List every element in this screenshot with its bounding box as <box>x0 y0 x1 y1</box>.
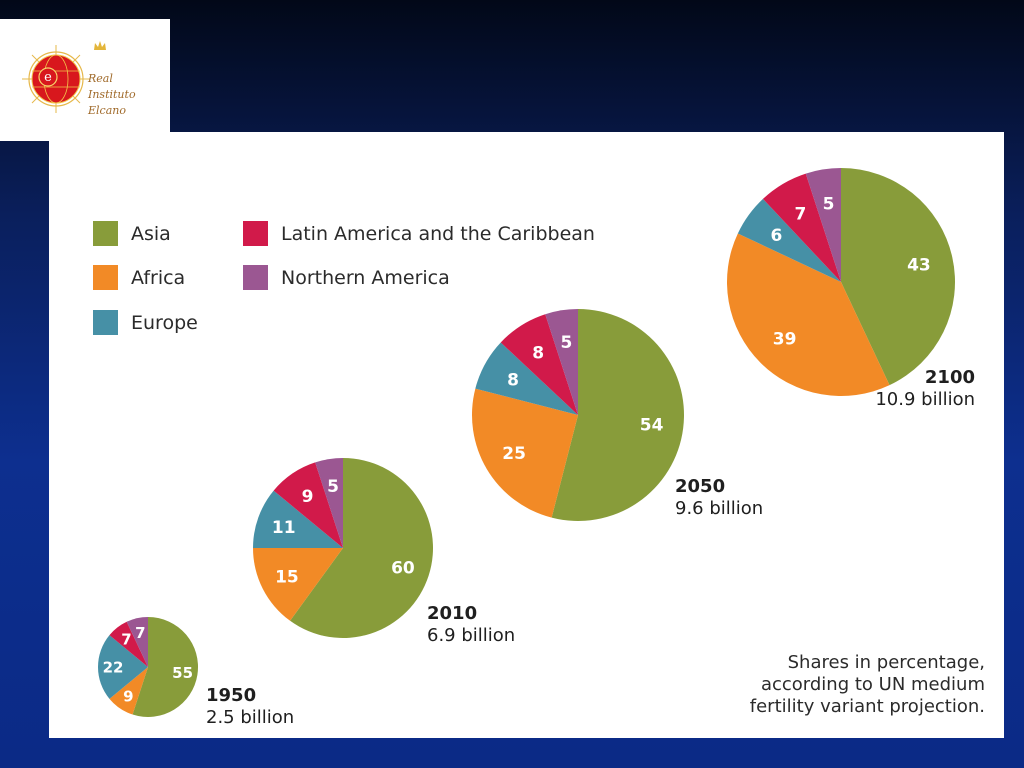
slice-2050-northern-america <box>545 309 578 415</box>
pie-total-2100: 10.9 billion <box>875 389 975 410</box>
pie-total-1950: 2.5 billion <box>206 707 294 728</box>
slice-label-2050-latin-america-and-the-caribbean: 8 <box>532 344 544 364</box>
slice-label-1950-northern-america: 7 <box>135 624 145 642</box>
slice-label-2100-latin-america-and-the-caribbean: 7 <box>794 204 806 224</box>
slice-2010-europe <box>253 490 343 548</box>
legend-swatch <box>93 310 118 335</box>
slice-label-2010-asia: 60 <box>391 559 415 579</box>
legend-item-latin-america-and-the-caribbean: Latin America and the Caribbean <box>243 221 595 246</box>
slice-1950-northern-america <box>126 617 148 667</box>
logo-line-3: Elcano <box>88 104 126 117</box>
pie-charts: Asia Africa Europe Latin America and the Ca… <box>93 168 985 728</box>
slice-1950-europe <box>97 635 148 699</box>
slice-1950-asia <box>132 617 199 717</box>
legend-swatch <box>93 265 118 290</box>
legend-swatch <box>93 221 118 246</box>
slice-label-2010-europe: 11 <box>272 518 296 538</box>
logo: e Real Instituto Elcano <box>0 19 170 141</box>
slice-2010-northern-america <box>315 458 343 548</box>
note-line: Shares in percentage, <box>788 652 985 673</box>
slice-label-2100-asia: 43 <box>907 256 931 276</box>
slice-2050-asia <box>551 309 685 521</box>
slice-label-2050-europe: 8 <box>507 370 519 390</box>
slice-2100-europe <box>737 198 841 282</box>
pie-year-2050: 2050 <box>675 476 725 497</box>
slice-2100-africa <box>726 233 890 397</box>
pie-total-2010: 6.9 billion <box>427 625 515 646</box>
legend-swatch <box>243 221 268 246</box>
slice-label-2050-africa: 25 <box>502 444 526 464</box>
slice-label-2010-africa: 15 <box>275 568 299 588</box>
slice-2010-asia <box>290 457 434 638</box>
crown-icon <box>94 41 106 50</box>
slice-2100-northern-america <box>805 168 841 282</box>
logo-letter: e <box>44 70 52 85</box>
slice-label-2050-asia: 54 <box>640 415 664 435</box>
slice-label-1950-asia: 55 <box>172 664 193 682</box>
slice-label-2100-africa: 39 <box>773 330 797 350</box>
legend-item-europe: Europe <box>93 310 198 335</box>
pie-total-2050: 9.6 billion <box>675 498 763 519</box>
logo-line-1: Real <box>88 72 113 85</box>
slice-2050-europe <box>475 342 578 415</box>
chart-panel: Asia Africa Europe Latin America and the Ca… <box>49 132 1004 738</box>
legend-label: Europe <box>131 312 198 334</box>
slice-2050-latin-america-and-the-caribbean <box>500 314 578 415</box>
slice-label-1950-africa: 9 <box>123 687 133 705</box>
slice-label-2100-northern-america: 5 <box>823 194 835 214</box>
slice-label-1950-europe: 22 <box>103 658 124 676</box>
slice-2100-latin-america-and-the-caribbean <box>762 173 841 282</box>
slice-label-2050-northern-america: 5 <box>560 333 572 353</box>
pie-year-2100: 2100 <box>925 367 975 388</box>
chart-note: Shares in percentage,according to UN med… <box>750 652 985 717</box>
pie-year-1950: 1950 <box>206 685 256 706</box>
legend-label: Latin America and the Caribbean <box>281 223 595 245</box>
slice-1950-latin-america-and-the-caribbean <box>109 621 148 667</box>
legend-label: Northern America <box>281 267 450 289</box>
note-line: according to UN medium <box>761 674 985 695</box>
logo-text: Real Instituto Elcano <box>88 71 168 119</box>
slice-1950-africa <box>109 667 148 715</box>
slice-2010-latin-america-and-the-caribbean <box>273 462 343 548</box>
legend-label: Africa <box>131 267 185 289</box>
legend-item-northern-america: Northern America <box>243 265 450 290</box>
logo-line-2: Instituto <box>88 88 136 101</box>
slice-2100-asia <box>841 168 956 386</box>
legend-item-africa: Africa <box>93 265 185 290</box>
legend-swatch <box>243 265 268 290</box>
slice-label-2010-latin-america-and-the-caribbean: 9 <box>302 487 314 507</box>
legend-item-asia: Asia <box>93 221 171 246</box>
slice-2010-africa <box>253 548 343 621</box>
note-line: fertility variant projection. <box>750 696 985 717</box>
legend-label: Asia <box>131 223 171 245</box>
slice-label-1950-latin-america-and-the-caribbean: 7 <box>121 631 131 649</box>
slice-label-2010-northern-america: 5 <box>327 477 339 497</box>
slice-2050-africa <box>472 388 578 518</box>
slice-label-2100-europe: 6 <box>770 226 782 246</box>
elcano-emblem-icon: e <box>22 45 90 113</box>
pie-year-2010: 2010 <box>427 603 477 624</box>
